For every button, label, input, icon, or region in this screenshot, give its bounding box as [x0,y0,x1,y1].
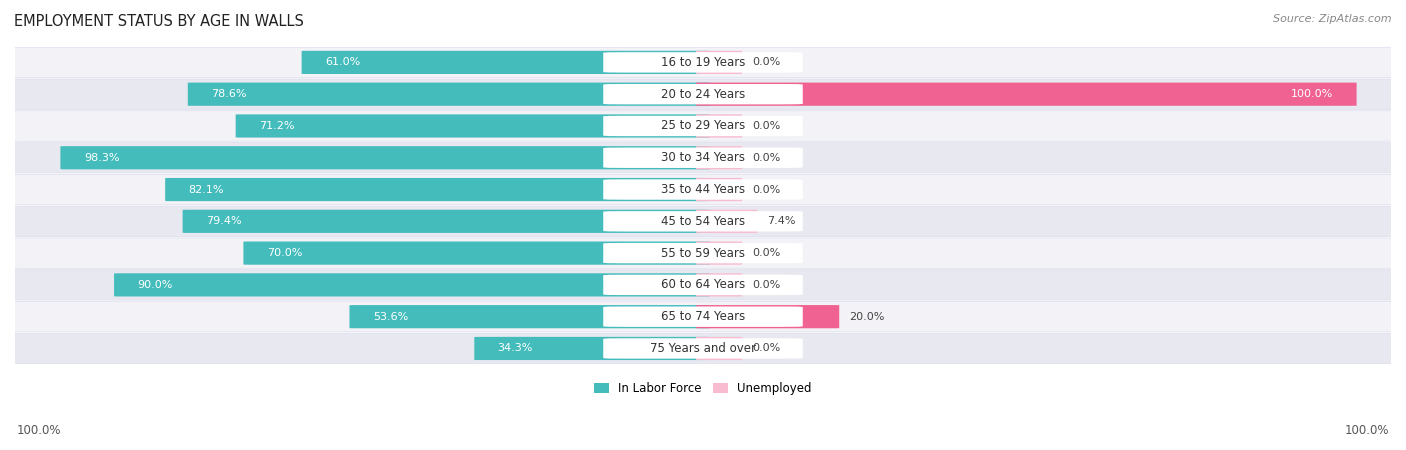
FancyBboxPatch shape [603,116,803,136]
FancyBboxPatch shape [696,178,742,201]
Text: 90.0%: 90.0% [138,280,173,290]
Text: 0.0%: 0.0% [752,121,780,131]
FancyBboxPatch shape [114,273,710,297]
Text: 20 to 24 Years: 20 to 24 Years [661,88,745,101]
FancyBboxPatch shape [696,210,758,233]
Text: 75 Years and over: 75 Years and over [650,342,756,355]
Text: 45 to 54 Years: 45 to 54 Years [661,215,745,228]
Text: 0.0%: 0.0% [752,153,780,163]
Text: EMPLOYMENT STATUS BY AGE IN WALLS: EMPLOYMENT STATUS BY AGE IN WALLS [14,14,304,28]
Text: 16 to 19 Years: 16 to 19 Years [661,56,745,69]
FancyBboxPatch shape [11,79,1395,109]
Text: 61.0%: 61.0% [325,58,360,68]
Text: 100.0%: 100.0% [17,423,62,436]
FancyBboxPatch shape [603,211,803,232]
FancyBboxPatch shape [165,178,710,201]
Text: 65 to 74 Years: 65 to 74 Years [661,310,745,323]
Legend: In Labor Force, Unemployed: In Labor Force, Unemployed [589,378,817,400]
FancyBboxPatch shape [603,52,803,72]
FancyBboxPatch shape [696,146,742,169]
FancyBboxPatch shape [188,83,710,106]
FancyBboxPatch shape [603,84,803,104]
Text: 0.0%: 0.0% [752,280,780,290]
FancyBboxPatch shape [11,143,1395,173]
Text: 100.0%: 100.0% [1344,423,1389,436]
FancyBboxPatch shape [696,83,1357,106]
FancyBboxPatch shape [603,274,803,295]
Text: 82.1%: 82.1% [188,184,224,194]
Text: 0.0%: 0.0% [752,248,780,258]
FancyBboxPatch shape [603,243,803,263]
Text: Source: ZipAtlas.com: Source: ZipAtlas.com [1274,14,1392,23]
Text: 78.6%: 78.6% [211,89,246,99]
FancyBboxPatch shape [696,114,742,138]
FancyBboxPatch shape [696,273,742,297]
FancyBboxPatch shape [696,337,742,360]
FancyBboxPatch shape [11,302,1395,332]
Text: 7.4%: 7.4% [768,216,796,226]
FancyBboxPatch shape [603,338,803,359]
Text: 0.0%: 0.0% [752,343,780,353]
FancyBboxPatch shape [11,111,1395,141]
Text: 53.6%: 53.6% [373,312,408,322]
FancyBboxPatch shape [60,146,710,169]
Text: 55 to 59 Years: 55 to 59 Years [661,247,745,260]
Text: 100.0%: 100.0% [1291,89,1333,99]
FancyBboxPatch shape [11,238,1395,268]
FancyBboxPatch shape [696,242,742,265]
FancyBboxPatch shape [11,333,1395,364]
Text: 70.0%: 70.0% [267,248,302,258]
Text: 60 to 64 Years: 60 to 64 Years [661,279,745,292]
Text: 25 to 29 Years: 25 to 29 Years [661,119,745,132]
Text: 0.0%: 0.0% [752,184,780,194]
FancyBboxPatch shape [474,337,710,360]
FancyBboxPatch shape [236,114,710,138]
Text: 79.4%: 79.4% [207,216,242,226]
Text: 98.3%: 98.3% [84,153,120,163]
FancyBboxPatch shape [350,305,710,328]
FancyBboxPatch shape [603,148,803,168]
Text: 30 to 34 Years: 30 to 34 Years [661,151,745,164]
Text: 35 to 44 Years: 35 to 44 Years [661,183,745,196]
Text: 0.0%: 0.0% [752,58,780,68]
FancyBboxPatch shape [11,174,1395,205]
FancyBboxPatch shape [603,180,803,200]
FancyBboxPatch shape [696,51,742,74]
FancyBboxPatch shape [11,270,1395,300]
Text: 71.2%: 71.2% [259,121,294,131]
FancyBboxPatch shape [11,47,1395,77]
Text: 34.3%: 34.3% [498,343,533,353]
FancyBboxPatch shape [11,206,1395,237]
FancyBboxPatch shape [302,51,710,74]
FancyBboxPatch shape [243,242,710,265]
FancyBboxPatch shape [183,210,710,233]
FancyBboxPatch shape [696,305,839,328]
FancyBboxPatch shape [603,306,803,327]
Text: 20.0%: 20.0% [849,312,884,322]
